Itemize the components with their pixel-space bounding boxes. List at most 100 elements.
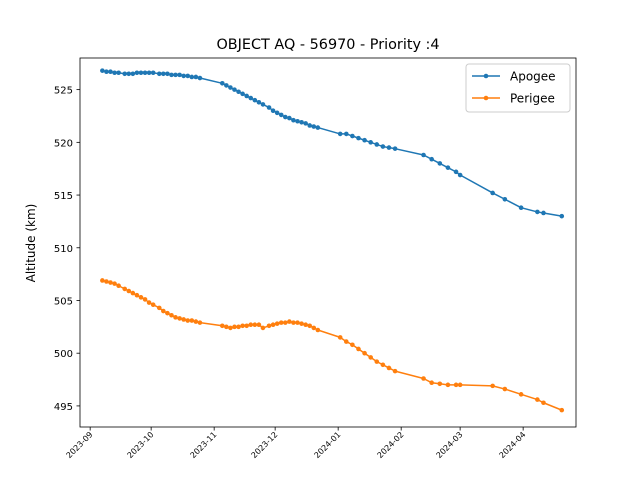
y-tick-label: 495 (54, 402, 73, 413)
y-tick-label: 515 (54, 191, 73, 202)
perigee-point (374, 359, 380, 364)
perigee-point (266, 323, 272, 329)
perigee-point (197, 320, 203, 325)
y-tick-label: 520 (54, 138, 73, 149)
perigee-point (138, 295, 144, 300)
apogee-point (116, 70, 121, 76)
perigee-point (130, 290, 136, 296)
apogee-point (368, 140, 373, 145)
apogee-point (165, 71, 170, 77)
perigee-point (490, 383, 495, 389)
apogee-point (256, 99, 262, 105)
apogee-point (193, 74, 199, 80)
apogee-point (421, 152, 426, 158)
apogee-point (156, 71, 162, 77)
perigee-point (116, 283, 121, 289)
perigee-point (287, 319, 292, 324)
apogee-point (445, 165, 451, 170)
axes-frame (79, 57, 577, 428)
perigee-point (445, 382, 451, 388)
y-axis-label: Altitude (km) (24, 204, 38, 283)
perigee-point (541, 400, 546, 406)
legend-perigee-marker (483, 95, 489, 101)
apogee-point (228, 85, 233, 90)
apogee-point (274, 110, 280, 116)
apogee-point (260, 102, 266, 107)
apogee-point (112, 70, 117, 76)
apogee-point (173, 72, 178, 78)
perigee-point (165, 310, 170, 316)
apogee-point (108, 69, 113, 75)
apogee-point (220, 81, 225, 86)
perigee-point (337, 335, 343, 340)
legend-apogee-marker (483, 73, 489, 79)
apogee-point (240, 91, 245, 97)
perigee-point (122, 286, 128, 292)
perigee-point (437, 381, 443, 387)
apogee-point (232, 87, 237, 92)
apogee-point (224, 83, 229, 88)
perigee-point (169, 312, 174, 318)
apogee-point (437, 161, 443, 166)
perigee-point (344, 339, 349, 344)
apogee-point (535, 209, 540, 215)
apogee-point (181, 73, 186, 79)
perigee-point (161, 308, 166, 314)
chart-title: OBJECT AQ - 56970 - Priority :4 (216, 37, 439, 53)
apogee-point (177, 72, 182, 78)
perigee-point (220, 323, 225, 329)
apogee-point (278, 112, 284, 118)
apogee-point (453, 169, 459, 175)
apogee-point (518, 205, 524, 211)
apogee-point (311, 124, 317, 129)
apogee-point (185, 73, 191, 79)
perigee-point (518, 392, 524, 397)
perigee-point (559, 407, 565, 413)
apogee-point (303, 121, 308, 126)
apogee-point (150, 70, 156, 76)
apogee-point (134, 70, 140, 76)
perigee-point (429, 380, 434, 386)
perigee-point (228, 325, 233, 331)
apogee-point (287, 115, 292, 121)
perigee-point (457, 382, 463, 388)
apogee-point (386, 145, 392, 150)
apogee-point (291, 117, 296, 123)
perigee-point (181, 317, 186, 322)
perigee-point (502, 386, 508, 392)
perigee-point (134, 292, 140, 298)
apogee-point (307, 123, 313, 128)
perigee-point (392, 368, 398, 374)
perigee-point (368, 355, 373, 360)
perigee-point (112, 281, 117, 286)
perigee-point (240, 323, 245, 329)
apogee-point (236, 89, 241, 95)
perigee-point (256, 322, 262, 328)
y-tick-label: 500 (54, 349, 73, 360)
perigee-point (156, 305, 162, 311)
apogee-point (299, 120, 304, 125)
perigee-point (535, 397, 540, 402)
perigee-point (252, 322, 258, 328)
perigee-point (307, 323, 313, 329)
perigee-point (150, 302, 156, 308)
apogee-point (169, 72, 174, 78)
apogee-point (126, 71, 132, 77)
apogee-point (380, 144, 386, 149)
perigee-point (291, 320, 296, 325)
perigee-point (299, 321, 304, 326)
apogee-point (344, 131, 349, 137)
apogee-point (197, 75, 203, 81)
apogee-point (283, 114, 288, 120)
perigee-point (453, 382, 459, 388)
legend: Apogee Perigee (465, 63, 571, 113)
perigee-point (224, 324, 229, 330)
perigee-point (100, 278, 105, 283)
apogee-point (350, 133, 355, 139)
apogee-point (146, 70, 152, 76)
perigee-point (236, 324, 241, 330)
perigee-point (356, 346, 361, 352)
apogee-point (270, 108, 276, 114)
perigee-point (278, 320, 284, 325)
perigee-point (142, 297, 148, 302)
